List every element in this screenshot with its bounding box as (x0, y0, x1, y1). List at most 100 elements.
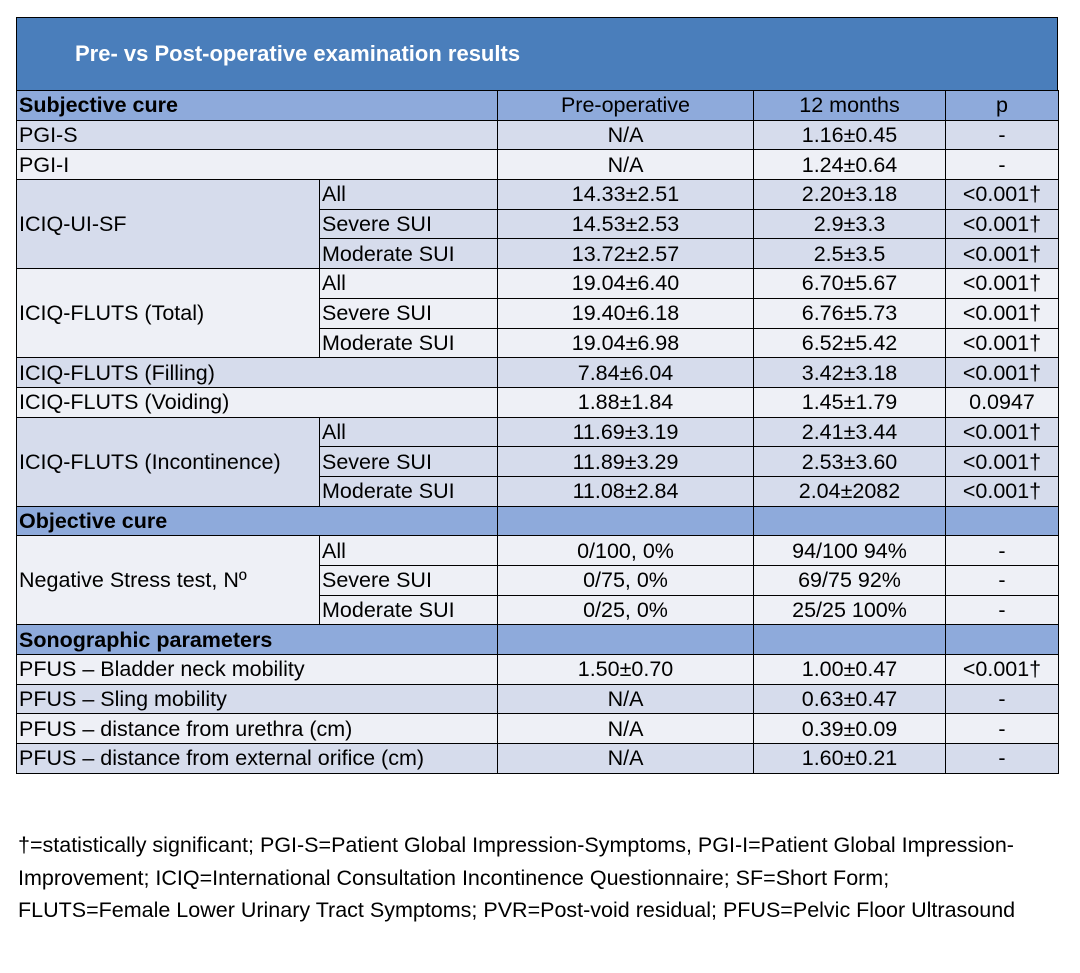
table-title: Pre- vs Post-operative examination resul… (75, 41, 521, 66)
table-row: PGI-I N/A 1.24±0.64 - (16, 149, 1059, 181)
sub-label: Severe SUI (319, 446, 498, 477)
cell-12m: 6.70±5.67 (753, 268, 946, 299)
cell-p: - (945, 594, 1059, 626)
cell-pre: N/A (497, 713, 754, 745)
cell-pre: 13.72±2.57 (497, 238, 754, 270)
cell-p: <0.001† (945, 446, 1059, 477)
section-row: Objective cure (16, 505, 1059, 537)
sub-label: All (319, 179, 498, 210)
cell-pre: N/A (497, 743, 754, 774)
row-label: ICIQ-FLUTS (Filling) (16, 357, 498, 388)
cell-pre: 0/25, 0% (497, 594, 754, 626)
cell-p: - (945, 713, 1059, 745)
cell-pre: N/A (497, 683, 754, 715)
sub-label: Moderate SUI (319, 327, 498, 359)
cell-p: <0.001† (945, 475, 1059, 507)
table-row: ICIQ-FLUTS (Total) All 19.04±6.40 6.70±5… (16, 268, 1059, 359)
cell-12m: 0.39±0.09 (753, 713, 946, 745)
cell-pre: 14.53±2.53 (497, 208, 754, 240)
cell-12m: 6.76±5.73 (753, 297, 946, 329)
cell-pre: 11.69±3.19 (497, 416, 754, 448)
cell-12m: 2.5±3.5 (753, 238, 946, 270)
cell-pre: 1.50±0.70 (497, 654, 754, 685)
cell-p: <0.001† (945, 416, 1059, 448)
sub-label: Moderate SUI (319, 594, 498, 626)
cell-p: <0.001† (945, 297, 1059, 329)
cell-12m: 25/25 100% (753, 594, 946, 626)
cell-p: - (945, 565, 1059, 596)
row-label: PFUS – Bladder neck mobility (16, 654, 498, 685)
cell-p: <0.001† (945, 654, 1059, 685)
section-objective-label: Objective cure (16, 505, 498, 537)
empty-cell (497, 505, 754, 537)
table-row: PFUS – distance from external orifice (c… (16, 743, 1059, 774)
table-row: ICIQ-UI-SF All 14.33±2.51 2.20±3.18 <0.0… (16, 179, 1059, 270)
cell-12m: 2.04±2082 (753, 475, 946, 507)
cell-p: - (945, 683, 1059, 715)
group-label: Negative Stress test, Nº (16, 535, 320, 626)
cell-pre: 7.84±6.04 (497, 357, 754, 388)
row-label: PFUS – distance from external orifice (c… (16, 743, 498, 774)
cell-12m: 94/100 94% (753, 535, 946, 566)
header-label: Subjective cure (16, 90, 498, 121)
sub-label: All (319, 268, 498, 299)
table-row: Severe SUI 11.89±3.29 2.53±3.60 <0.001† (17, 446, 1059, 477)
row-label: PGI-I (16, 149, 498, 181)
empty-cell (753, 505, 946, 537)
sub-label: All (319, 416, 498, 448)
cell-p: <0.001† (945, 179, 1059, 210)
group-label: ICIQ-FLUTS (Total) (16, 268, 320, 359)
cell-pre: 11.89±3.29 (497, 446, 754, 477)
table-row: Moderate SUI 11.08±2.84 2.04±2082 <0.001… (17, 475, 1059, 507)
footnote: †=statistically significant; PGI-S=Patie… (18, 833, 1016, 923)
cell-pre: 14.33±2.51 (497, 179, 754, 210)
results-grid: Subjective cure Pre-operative 12 months … (16, 90, 1059, 774)
table-row: Severe SUI 19.40±6.18 6.76±5.73 <0.001† (17, 297, 1059, 329)
cell-12m: 1.16±0.45 (753, 119, 946, 151)
section-row: Sonographic parameters (16, 624, 1059, 656)
sub-label: Severe SUI (319, 208, 498, 240)
cell-p: 0.0947 (945, 386, 1059, 418)
section-sono-label: Sonographic parameters (16, 624, 498, 656)
row-label: ICIQ-FLUTS (Voiding) (16, 386, 498, 418)
cell-pre: 19.40±6.18 (497, 297, 754, 329)
table-row: Severe SUI 0/75, 0% 69/75 92% - (17, 565, 1059, 596)
cell-12m: 3.42±3.18 (753, 357, 946, 388)
cell-pre: 1.88±1.84 (497, 386, 754, 418)
cell-12m: 2.41±3.44 (753, 416, 946, 448)
table-row: PGI-S N/A 1.16±0.45 - (16, 119, 1059, 151)
cell-p: <0.001† (945, 327, 1059, 359)
row-label: PFUS – Sling mobility (16, 683, 498, 715)
cell-pre: N/A (497, 119, 754, 151)
cell-12m: 6.52±5.42 (753, 327, 946, 359)
sub-label: Severe SUI (319, 565, 498, 596)
cell-p: - (945, 149, 1059, 181)
table-title-bar: Pre- vs Post-operative examination resul… (16, 17, 1058, 90)
table-row: ICIQ-FLUTS (Voiding) 1.88±1.84 1.45±1.79… (16, 386, 1059, 418)
cell-12m: 1.24±0.64 (753, 149, 946, 181)
table-row: PFUS – Bladder neck mobility 1.50±0.70 1… (16, 654, 1059, 685)
group-label: ICIQ-FLUTS (Incontinence) (16, 416, 320, 507)
cell-pre: 11.08±2.84 (497, 475, 754, 507)
cell-12m: 2.9±3.3 (753, 208, 946, 240)
cell-p: - (945, 743, 1059, 774)
cell-pre: N/A (497, 149, 754, 181)
table-row: Moderate SUI 13.72±2.57 2.5±3.5 <0.001† (17, 238, 1059, 270)
header-row: Subjective cure Pre-operative 12 months … (16, 90, 1059, 121)
table-row: PFUS – distance from urethra (cm) N/A 0.… (16, 713, 1059, 745)
cell-pre: 19.04±6.98 (497, 327, 754, 359)
cell-p: <0.001† (945, 208, 1059, 240)
cell-pre: 19.04±6.40 (497, 268, 754, 299)
sub-label: Severe SUI (319, 297, 498, 329)
cell-12m: 1.00±0.47 (753, 654, 946, 685)
table-row: Negative Stress test, Nº All 0/100, 0% 9… (16, 535, 1059, 626)
cell-p: <0.001† (945, 357, 1059, 388)
group-label: ICIQ-UI-SF (16, 179, 320, 270)
sub-label: Moderate SUI (319, 475, 498, 507)
sub-label: Moderate SUI (319, 238, 498, 270)
cell-pre: 0/100, 0% (497, 535, 754, 566)
table-row: Severe SUI 14.53±2.53 2.9±3.3 <0.001† (17, 208, 1059, 240)
cell-p: <0.001† (945, 238, 1059, 270)
empty-cell (945, 624, 1059, 656)
cell-12m: 1.45±1.79 (753, 386, 946, 418)
